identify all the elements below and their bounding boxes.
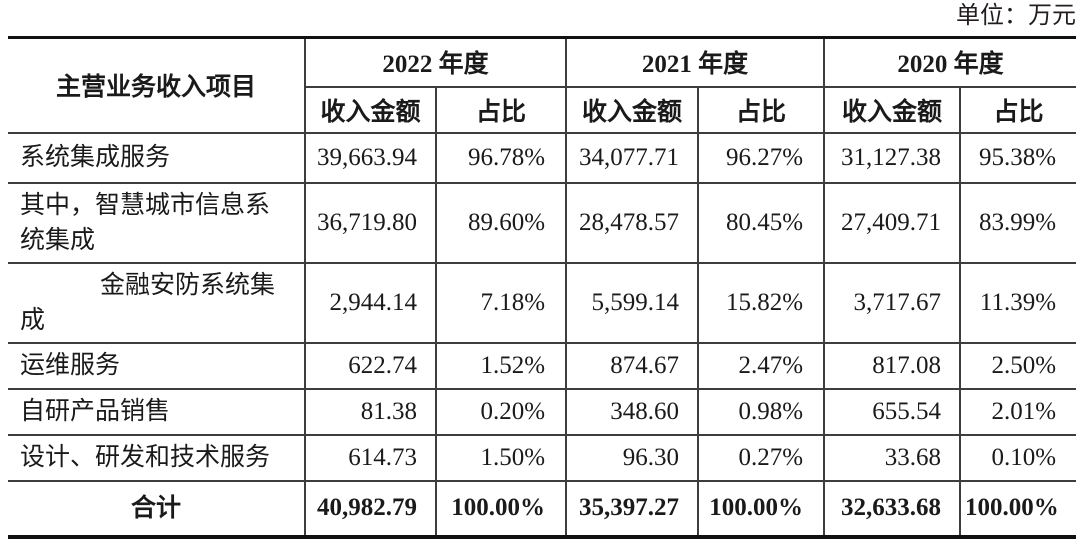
revenue-amount-cell: 39,663.94 [304, 131, 437, 184]
table-row: 自研产品销售 81.38 0.20% 348.60 0.98% 655.54 2.01% [7, 387, 1078, 436]
row-item-label: 系统集成服务 [7, 131, 306, 184]
percentage-cell: 100.00% [434, 479, 568, 538]
percentage-cell: 100.00% [697, 479, 826, 538]
revenue-amount-cell: 81.38 [304, 387, 437, 436]
revenue-amount-header-2021: 收入金额 [565, 85, 700, 134]
percentage-cell: 1.50% [434, 433, 568, 482]
revenue-amount-cell: 817.08 [823, 341, 962, 390]
percentage-cell: 96.78% [434, 131, 568, 184]
row-item-label: 其中，智慧城市信息系统集成 [7, 181, 306, 264]
year-header-2021: 2021 年度 [565, 36, 826, 88]
percentage-header-2021: 占比 [697, 85, 826, 134]
revenue-amount-cell: 35,397.27 [565, 479, 700, 538]
total-label: 合计 [7, 479, 306, 538]
percentage-cell: 80.45% [697, 181, 826, 264]
revenue-amount-cell: 348.60 [565, 387, 700, 436]
percentage-cell: 83.99% [959, 181, 1078, 264]
total-row: 合计 40,982.79 100.00% 35,397.27 100.00% 32,633… [7, 479, 1078, 538]
percentage-cell: 0.98% [697, 387, 826, 436]
percentage-cell: 96.27% [697, 131, 826, 184]
row-item-label: 金融安防系统集成 [7, 261, 306, 344]
revenue-amount-cell: 3,717.67 [823, 261, 962, 344]
row-item-label: 自研产品销售 [7, 387, 306, 436]
row-item-label: 运维服务 [7, 341, 306, 390]
revenue-amount-cell: 96.30 [565, 433, 700, 482]
revenue-amount-cell: 34,077.71 [565, 131, 700, 184]
year-header-row: 主营业务收入项目 2022 年度 2021 年度 2020 年度 [7, 36, 1078, 134]
percentage-cell: 15.82% [697, 261, 826, 344]
table-header: 主营业务收入项目 2022 年度 2021 年度 2020 年度 收入金额 占比… [7, 36, 1078, 134]
item-column-header: 主营业务收入项目 [7, 36, 306, 134]
revenue-amount-cell: 28,478.57 [565, 181, 700, 264]
revenue-amount-cell: 655.54 [823, 387, 962, 436]
table-body: 系统集成服务 39,663.94 96.78% 34,077.71 96.27% 31,1… [7, 131, 1078, 538]
percentage-cell: 2.47% [697, 341, 826, 390]
percentage-cell: 0.10% [959, 433, 1078, 482]
sub-header-row: 收入金额 占比 收入金额 占比 收入金额 占比 [8, 85, 1078, 134]
revenue-amount-header-2020: 收入金额 [823, 85, 962, 134]
revenue-amount-cell: 2,944.14 [304, 261, 437, 344]
percentage-cell: 0.20% [434, 387, 568, 436]
table-row: 设计、研发和技术服务 614.73 1.50% 96.30 0.27% 33.68 0.10… [7, 433, 1078, 482]
percentage-cell: 11.39% [959, 261, 1078, 344]
percentage-cell: 0.27% [697, 433, 826, 482]
percentage-header-2022: 占比 [434, 85, 568, 134]
revenue-amount-cell: 33.68 [823, 433, 962, 482]
table-row: 运维服务 622.74 1.52% 874.67 2.47% 817.08 2.50% [7, 341, 1078, 390]
percentage-cell: 89.60% [434, 181, 568, 264]
year-header-2020: 2020 年度 [823, 36, 1078, 88]
percentage-cell: 2.01% [959, 387, 1078, 436]
percentage-cell: 2.50% [959, 341, 1078, 390]
revenue-amount-cell: 36,719.80 [304, 181, 437, 264]
revenue-amount-cell: 5,599.14 [565, 261, 700, 344]
revenue-amount-cell: 622.74 [304, 341, 437, 390]
revenue-table: 主营业务收入项目 2022 年度 2021 年度 2020 年度 收入金额 占比… [7, 36, 1078, 539]
percentage-header-2020: 占比 [959, 85, 1078, 134]
table-row: 金融安防系统集成 2,944.14 7.18% 5,599.14 15.82% 3,717… [7, 261, 1078, 344]
row-item-label: 设计、研发和技术服务 [7, 433, 306, 482]
unit-label: 单位：万元 [956, 3, 1076, 29]
revenue-amount-header-2022: 收入金额 [304, 85, 437, 134]
percentage-cell: 1.52% [434, 341, 568, 390]
revenue-amount-cell: 32,633.68 [823, 479, 962, 538]
percentage-cell: 100.00% [959, 479, 1078, 538]
percentage-cell: 95.38% [959, 131, 1078, 184]
revenue-amount-cell: 874.67 [565, 341, 700, 390]
revenue-amount-cell: 40,982.79 [304, 479, 437, 538]
revenue-amount-cell: 31,127.38 [823, 131, 962, 184]
percentage-cell: 7.18% [434, 261, 568, 344]
revenue-amount-cell: 27,409.71 [823, 181, 962, 264]
table-row: 其中，智慧城市信息系统集成 36,719.80 89.60% 28,478.57 80.… [7, 181, 1078, 264]
table-row: 系统集成服务 39,663.94 96.78% 34,077.71 96.27% 31,1… [7, 131, 1078, 184]
year-header-2022: 2022 年度 [303, 36, 568, 88]
revenue-amount-cell: 614.73 [304, 433, 437, 482]
